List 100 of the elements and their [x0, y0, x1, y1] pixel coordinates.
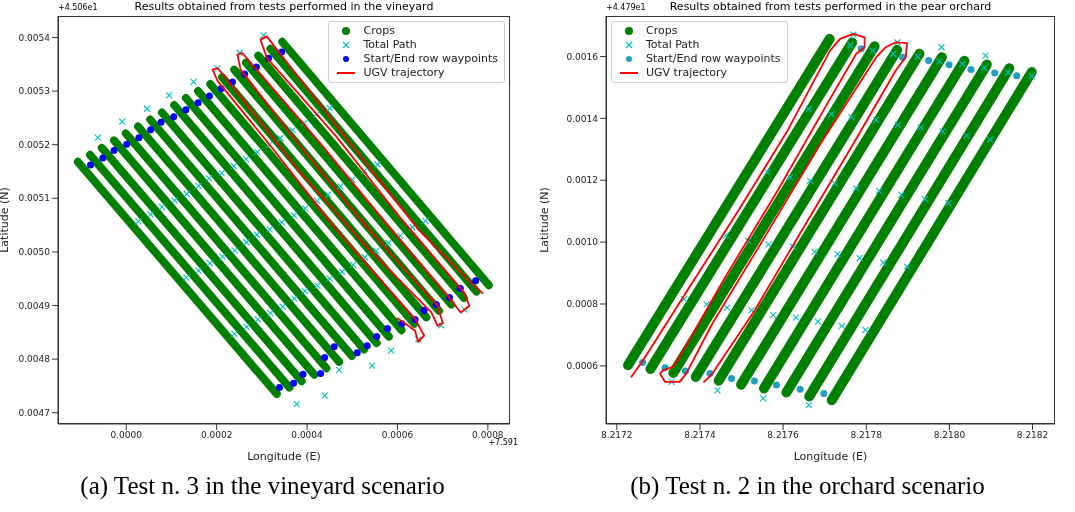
point — [747, 306, 756, 314]
point — [903, 263, 911, 271]
point — [123, 140, 131, 148]
legend-label: UGV trajectory — [363, 66, 445, 80]
point — [110, 147, 118, 155]
point — [925, 57, 933, 65]
legend-label: Total Path — [646, 38, 700, 52]
legend-label: Total Path — [363, 38, 417, 52]
point — [861, 326, 869, 334]
point — [834, 250, 842, 258]
y-tick-label: 0.0016 — [566, 51, 599, 62]
point — [321, 354, 329, 362]
point — [765, 240, 773, 248]
text: (b) Test n. 2 in the orchard scenario — [629, 472, 986, 500]
point — [763, 168, 771, 176]
point — [723, 304, 731, 312]
point — [792, 314, 800, 322]
point — [182, 106, 190, 114]
point — [1013, 72, 1021, 80]
point — [289, 379, 297, 387]
point — [814, 318, 822, 326]
y-tick-label: 0.0008 — [566, 299, 599, 310]
point — [772, 381, 780, 389]
x-axis-title: Longitude (E) — [793, 450, 868, 463]
point — [87, 161, 95, 169]
point — [157, 118, 165, 126]
y-tick-label: 0.0048 — [18, 354, 51, 365]
point — [713, 386, 721, 394]
point — [991, 69, 999, 77]
y-tick-label: 0.0012 — [566, 175, 598, 186]
point — [722, 232, 730, 240]
x-tick-label: 8.2174 — [684, 430, 716, 441]
point — [299, 370, 307, 378]
point — [820, 389, 828, 397]
x-tick-label: 8.2178 — [850, 430, 883, 441]
point — [135, 134, 143, 142]
point — [986, 136, 994, 144]
point — [848, 113, 856, 122]
point — [937, 43, 946, 51]
point — [805, 105, 813, 113]
x-tick-label: 0.0006 — [381, 430, 414, 441]
point — [363, 342, 371, 350]
point — [914, 52, 922, 61]
point — [962, 132, 970, 140]
point — [373, 333, 381, 341]
y-tick-label: 0.0014 — [566, 113, 599, 124]
point — [728, 375, 736, 383]
point — [945, 61, 953, 69]
point — [945, 199, 953, 207]
point — [420, 306, 428, 314]
x-tick-label: 8.2182 — [1016, 430, 1049, 441]
text: +4.479e1 — [606, 3, 646, 13]
point — [796, 385, 804, 393]
y-tick-label: 0.0052 — [18, 139, 50, 150]
text: (a) Test n. 3 in the vineyard scenario — [79, 472, 446, 500]
legend-label: Start/End row waypoints — [363, 52, 498, 66]
x-tick-label: 8.2172 — [601, 430, 633, 441]
legend-label: UGV trajectory — [646, 66, 728, 80]
point — [680, 295, 688, 303]
point — [205, 92, 213, 100]
y-axis-title: Latitude (N) — [537, 187, 551, 253]
point — [194, 99, 202, 107]
point — [703, 300, 711, 308]
x-axis-title: Longitude (E) — [247, 450, 321, 463]
y-tick-label: 0.0047 — [18, 407, 50, 418]
y-tick-label: 0.0006 — [566, 361, 599, 372]
y-tick-label: 0.0010 — [566, 237, 599, 248]
chart-title: Results obtained from tests performed in the pear orchard — [669, 0, 992, 13]
x-tick-label: 0.0000 — [110, 430, 143, 441]
y-tick-label: 0.0049 — [18, 300, 51, 311]
point — [472, 277, 480, 285]
point — [889, 50, 897, 58]
legend-label: Crops — [646, 24, 678, 38]
y-axis-title: Latitude (N) — [0, 187, 11, 253]
y-tick-label: 0.0051 — [18, 193, 50, 204]
point — [330, 343, 338, 351]
point — [958, 60, 966, 68]
point — [786, 173, 794, 182]
y-tick-label: 0.0050 — [18, 247, 51, 258]
point — [967, 66, 975, 74]
point — [939, 127, 947, 135]
point — [759, 394, 767, 402]
point — [275, 384, 283, 392]
text: +4.506e1 — [58, 3, 98, 13]
x-tick-label: 8.2180 — [933, 430, 966, 441]
legend-label: Crops — [363, 24, 395, 38]
point — [856, 254, 864, 262]
point — [980, 64, 988, 72]
legend-label: Start/End row waypoints — [646, 52, 781, 66]
point — [879, 258, 887, 267]
y-tick-label: 0.0053 — [18, 86, 50, 97]
point — [872, 116, 880, 124]
point — [1004, 68, 1012, 76]
point — [838, 322, 846, 330]
point — [99, 154, 107, 162]
x-tick-label: 8.2176 — [767, 430, 800, 441]
point — [353, 349, 361, 357]
point — [750, 377, 758, 385]
point — [875, 187, 883, 195]
x-tick-label: 0.0004 — [291, 430, 324, 441]
